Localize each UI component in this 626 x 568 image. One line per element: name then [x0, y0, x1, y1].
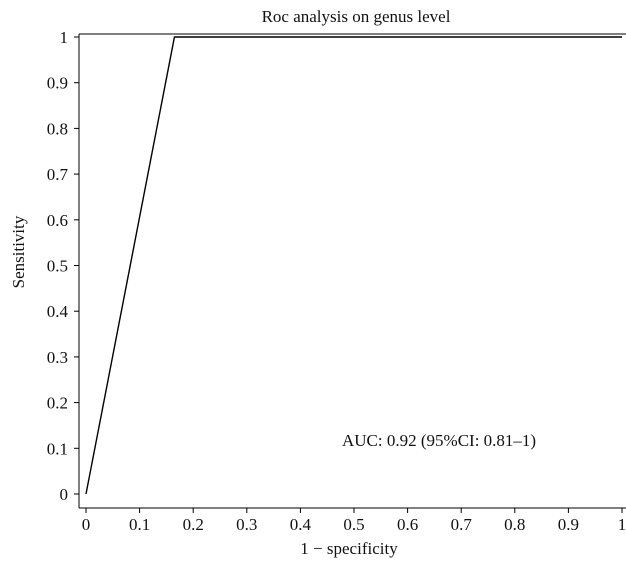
x-tick-label: 0.7 — [451, 515, 473, 534]
y-tick-label: 0.2 — [47, 394, 68, 413]
y-tick-label: 0 — [60, 485, 69, 504]
x-axis: 0 0.1 0.2 0.3 0.4 0.5 0.6 0.7 0.8 0.9 1 — [82, 508, 626, 534]
auc-annotation: AUC: 0.92 (95%CI: 0.81–1) — [342, 431, 536, 450]
y-axis-label: Sensitivity — [9, 215, 28, 288]
roc-curve — [85, 36, 622, 495]
plot-frame — [78, 33, 626, 509]
x-axis-label: 1 − specificity — [300, 539, 398, 558]
y-tick-label: 0.8 — [47, 119, 68, 138]
y-tick-label: 0.1 — [47, 439, 68, 458]
y-tick-label: 1 — [60, 28, 69, 47]
x-tick-label: 0.8 — [504, 515, 525, 534]
y-tick-label: 0.5 — [47, 257, 68, 276]
x-tick-label: 0.6 — [397, 515, 418, 534]
x-tick-label: 0.9 — [558, 515, 579, 534]
chart-title: Roc analysis on genus level — [262, 7, 451, 26]
x-tick-label: 0.1 — [129, 515, 150, 534]
x-tick-label: 0.3 — [236, 515, 257, 534]
y-tick-label: 0.3 — [47, 348, 68, 367]
x-tick-label: 0 — [82, 515, 91, 534]
x-tick-label: 0.5 — [343, 515, 364, 534]
y-tick-label: 0.4 — [47, 302, 69, 321]
series-layer — [85, 36, 622, 495]
y-tick-label: 0.7 — [47, 165, 69, 184]
y-tick-label: 0.6 — [47, 211, 68, 230]
y-tick-label: 0.9 — [47, 74, 68, 93]
x-tick-label: 0.4 — [290, 515, 312, 534]
y-axis: 0 0.1 0.2 0.3 0.4 0.5 0.6 0.7 0.8 0.9 1 — [47, 28, 79, 504]
x-tick-label: 0.2 — [183, 515, 204, 534]
x-tick-label: 1 — [618, 515, 626, 534]
